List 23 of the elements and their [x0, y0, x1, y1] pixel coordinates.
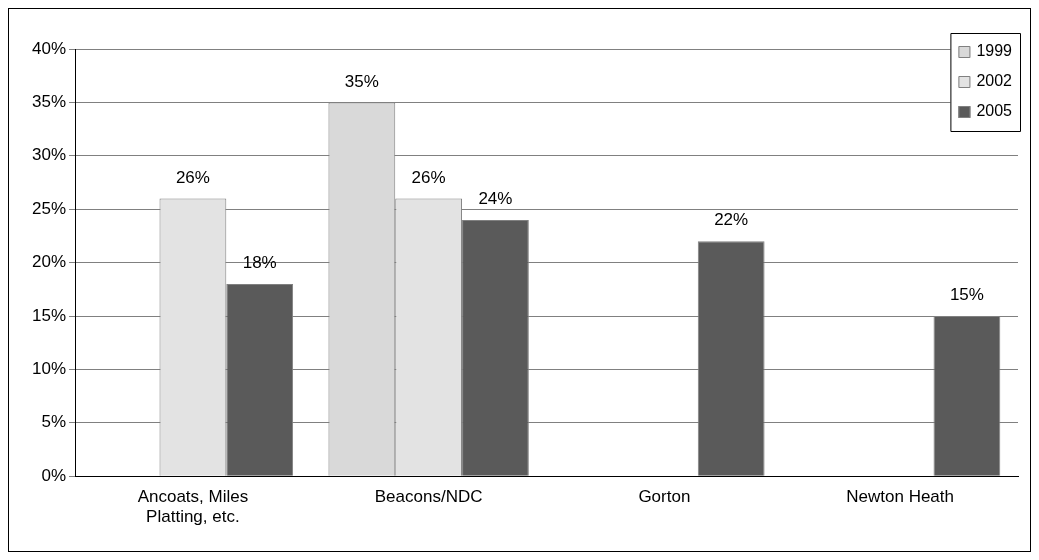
x-tick-label: Ancoats, Miles Platting, etc. [137, 487, 249, 527]
y-tick-label: 35% [31, 92, 67, 112]
y-tick-label: 10% [31, 359, 67, 379]
x-tick-label: Gorton [638, 487, 691, 507]
x-tick-label: Beacons/NDC [374, 487, 483, 507]
data-label: 26% [411, 167, 446, 187]
y-tick-label: 20% [31, 252, 67, 272]
data-label: 22% [714, 210, 749, 230]
legend-label: 1999 [976, 42, 1013, 60]
y-tick-label: 30% [31, 145, 67, 165]
data-label: 26% [175, 167, 210, 187]
y-tick-label: 0% [41, 465, 67, 485]
data-label: 35% [344, 71, 379, 91]
y-tick-label: 5% [41, 412, 67, 432]
legend-label: 2002 [976, 72, 1013, 90]
x-tick-label: Newton Heath [846, 487, 954, 507]
data-label: 15% [949, 285, 984, 305]
y-tick-label: 15% [31, 305, 67, 325]
data-label: 24% [478, 189, 513, 209]
y-tick-label: 25% [31, 198, 67, 218]
data-label: 18% [242, 253, 277, 273]
legend-label: 2005 [976, 102, 1013, 120]
y-tick-label: 40% [31, 38, 67, 58]
